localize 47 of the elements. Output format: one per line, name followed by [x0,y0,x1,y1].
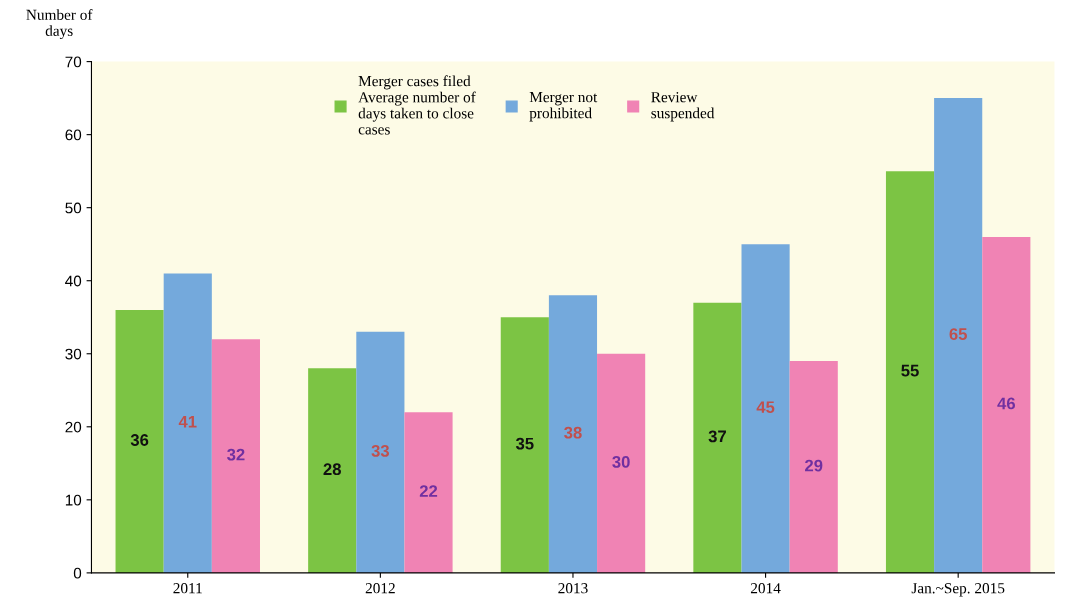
bar [308,368,357,573]
y-tick-label: 30 [65,348,82,360]
y-tick-label: 70 [65,56,82,68]
data-label: 45 [756,401,775,414]
data-label: 30 [612,455,630,468]
y-tick-label: 40 [65,275,82,287]
bar [211,339,260,573]
x-tick-label: 2013 [558,583,588,594]
bar [982,236,1031,573]
data-label: 33 [371,445,390,457]
bar [789,361,838,573]
bar [885,171,935,573]
data-label: 46 [997,397,1015,410]
y-tick-label: 50 [65,202,82,214]
y-tick-label: 60 [65,129,82,141]
data-label: 28 [323,463,341,476]
data-label: 55 [901,364,919,377]
x-tick-label: 2012 [365,583,395,594]
y-tick-label: 20 [65,421,82,433]
data-label: 65 [949,328,967,340]
bar [741,244,790,573]
x-tick-label: 2014 [750,583,781,594]
data-label: 22 [419,485,438,497]
data-label: 29 [805,459,823,472]
x-tick-label: 2011 [173,583,202,594]
data-label: 37 [708,430,726,443]
bar [163,273,212,573]
bar [548,295,598,573]
y-tick-label: 0 [73,567,82,579]
bar [115,309,164,573]
x-tick-label: Jan.~Sep. 2015 [911,583,1005,597]
data-label: 38 [564,426,582,439]
legend-label: Merger cases filed Average number of days taken to close cases [358,75,476,135]
bar [356,331,405,573]
y-tick-label: 10 [65,494,82,506]
bar [693,302,742,573]
data-label: 32 [227,448,245,461]
bar [934,98,983,573]
data-label: 35 [515,437,534,450]
y-axis-title: Number of days [26,9,93,40]
legend-label: Merger not prohibited [529,92,598,122]
legend-label: Review suspended [651,92,715,122]
bar [597,353,646,573]
data-label: 41 [178,415,197,428]
bar [404,412,453,573]
data-label: 36 [130,434,149,446]
bar [500,317,549,573]
